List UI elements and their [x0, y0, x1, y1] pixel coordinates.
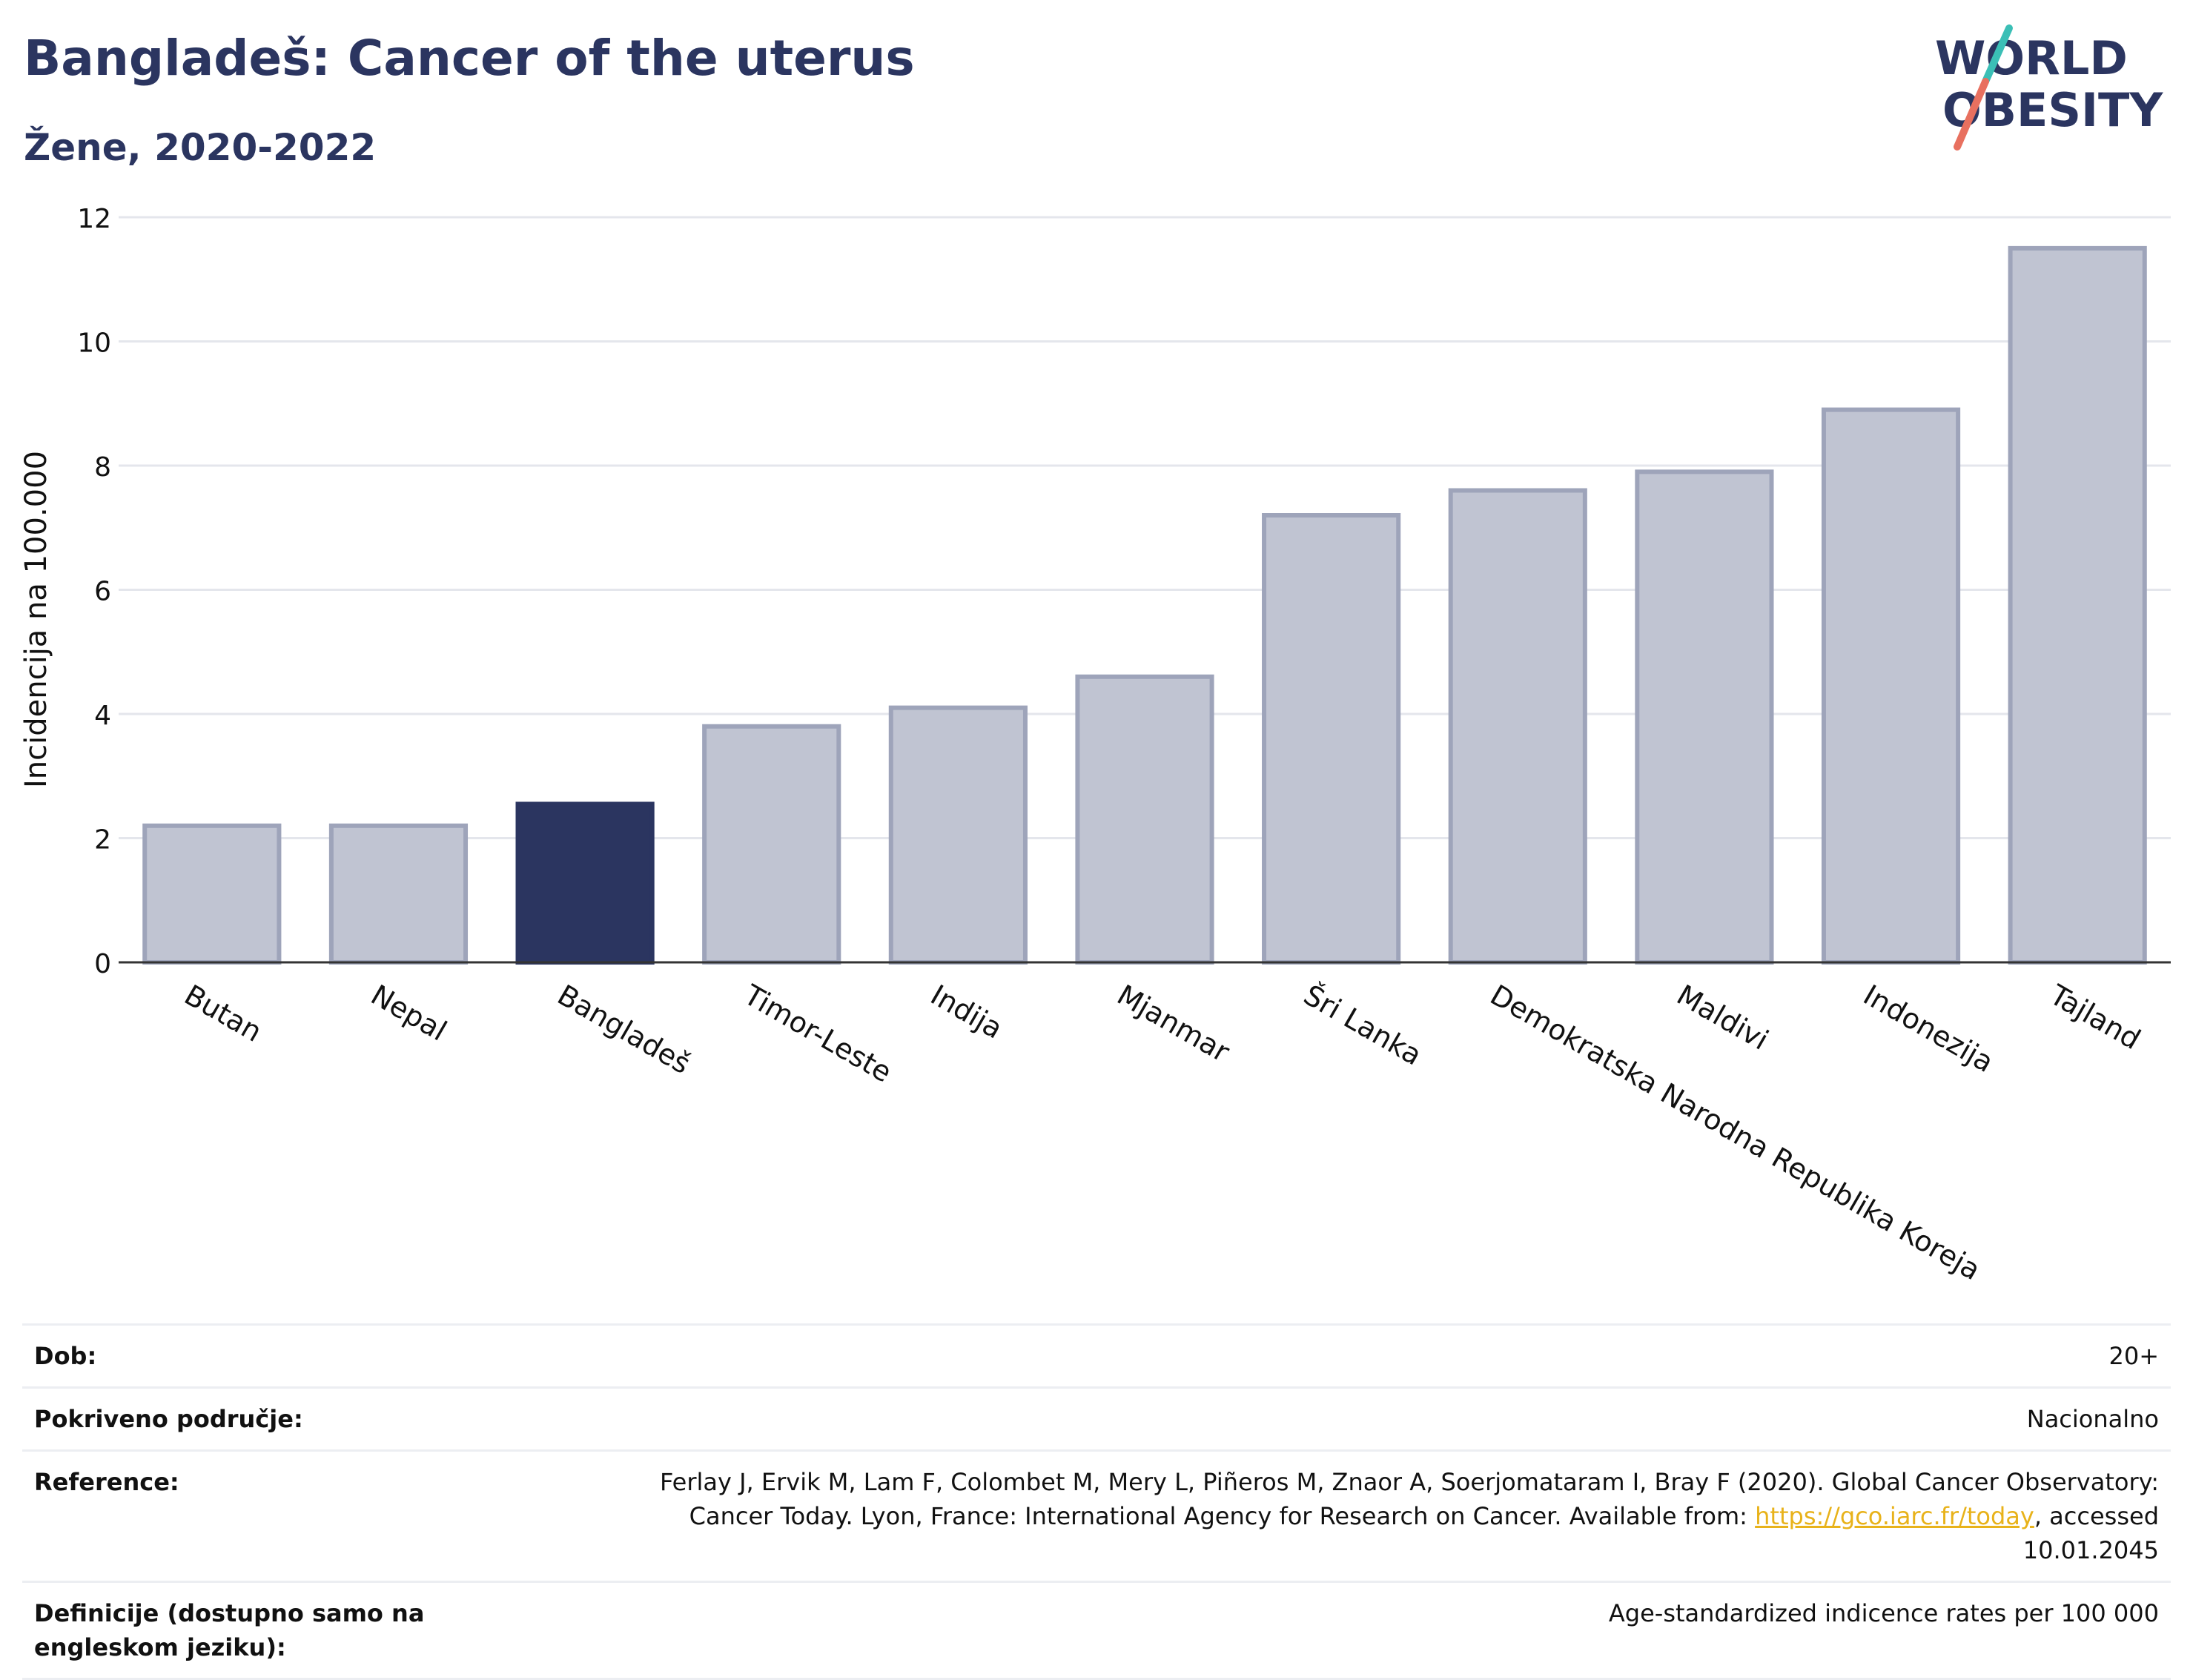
info-value: Ferlay J, Ervik M, Lam F, Colombet M, Me…: [580, 1449, 2171, 1583]
y-tick-label: 12: [77, 204, 111, 234]
bar-9: [1821, 407, 1961, 965]
y-tick-label: 8: [94, 452, 111, 483]
info-row: Pokriveno područje: Nacionalno: [22, 1386, 2171, 1452]
info-label: Pokriveno područje:: [22, 1386, 580, 1452]
y-axis-label: Incidencija na 100.000: [19, 451, 53, 788]
y-tick-label: 6: [94, 577, 111, 607]
bar-7: [1448, 488, 1587, 965]
info-label: Reference:: [22, 1449, 580, 1583]
info-row: Reference: Ferlay J, Ervik M, Lam F, Colo…: [22, 1449, 2171, 1583]
bars: [142, 245, 2147, 965]
x-tick-label: Bangladeš: [552, 979, 696, 1080]
info-row: Definicije (dostupno samo na engleskom j…: [22, 1581, 2171, 1680]
bar-2: [515, 801, 655, 965]
bar-6: [1262, 513, 1401, 965]
x-tick-label: Maldivi: [1671, 979, 1773, 1056]
bar-4: [888, 705, 1028, 965]
x-tick-label: Nepal: [366, 979, 452, 1048]
reference-link[interactable]: https://gco.iarc.fr/today: [1755, 1502, 2034, 1530]
info-value: 20+: [580, 1323, 2171, 1389]
x-tick-label: Butan: [179, 979, 267, 1048]
x-tick-label: Timor-Leste: [738, 978, 897, 1088]
info-value: Age-standardized indicence rates per 100…: [580, 1581, 2171, 1680]
x-tick-label: Indonezija: [1858, 979, 1999, 1079]
x-tick-label: Tajland: [2044, 978, 2146, 1056]
bar-chart: 0 2 4 6 8 10 12 Butan Nepal Bangladeš Timor-Leste…: [19, 204, 2171, 1286]
bar-3: [702, 724, 841, 965]
y-tick-label: 0: [94, 949, 111, 979]
y-tick-labels: 0 2 4 6 8 10 12: [77, 204, 111, 979]
info-value: Nacionalno: [580, 1386, 2171, 1452]
reference-accessed: , accessed 10.01.2045: [2022, 1502, 2159, 1564]
info-label: Dob:: [22, 1323, 580, 1389]
bar-10: [2008, 245, 2147, 965]
x-tick-label: Mjanmar: [1112, 979, 1236, 1069]
y-tick-label: 2: [94, 825, 111, 856]
world-obesity-logo: WORLD OBESITY: [1935, 24, 2163, 151]
bar-1: [328, 823, 469, 965]
info-label: Definicije (dostupno samo na engleskom j…: [22, 1581, 580, 1680]
info-table: Dob: 20+ Pokriveno područje: Nacionalno Refe…: [22, 1323, 2171, 1680]
bar-8: [1635, 469, 1774, 965]
x-tick-labels: Butan Nepal Bangladeš Timor-Leste Indija Mjan…: [179, 978, 2146, 1286]
y-tick-label: 10: [77, 328, 111, 359]
chart-subtitle: Žene, 2020-2022: [24, 126, 377, 169]
x-tick-label: Šri Lanka: [1298, 979, 1427, 1072]
y-tick-label: 4: [94, 701, 111, 731]
bar-5: [1075, 674, 1214, 965]
x-tick-label: Indija: [925, 979, 1008, 1045]
chart-title: Bangladeš: Cancer of the uterus: [24, 30, 915, 87]
reference-text: Ferlay J, Ervik M, Lam F, Colombet M, Me…: [660, 1468, 2159, 1530]
logo-slash-top: [1982, 24, 2013, 85]
logo-slash-bottom: [1954, 78, 1989, 151]
info-row: Dob: 20+: [22, 1323, 2171, 1389]
logo-text-world: WORLD: [1935, 31, 2128, 85]
bar-0: [142, 823, 282, 965]
